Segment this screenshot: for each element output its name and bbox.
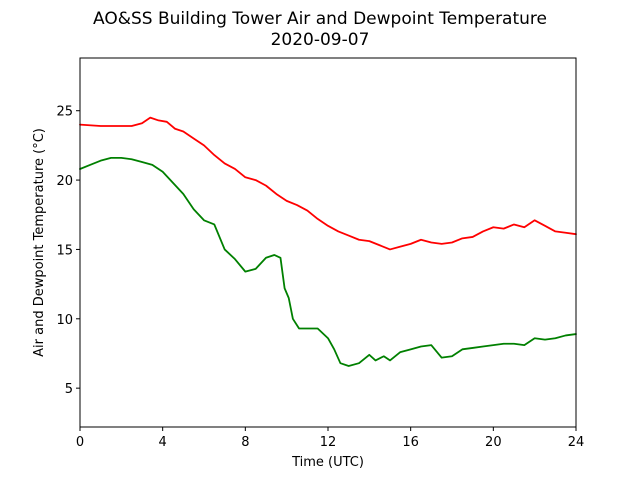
x-tick-label: 0 xyxy=(76,435,84,450)
ticks-layer: 0 4 8 12 16 20 24 5 10 15 20 25 xyxy=(56,105,584,450)
series-line-0 xyxy=(79,116,577,251)
x-tick-label: 12 xyxy=(320,435,337,450)
chart-subtitle: 2020-09-07 xyxy=(271,30,370,50)
y-tick-label: 15 xyxy=(56,243,73,258)
x-tick-label: 16 xyxy=(402,435,419,450)
chart-title: AO&SS Building Tower Air and Dewpoint Te… xyxy=(93,9,547,29)
y-tick-label: 20 xyxy=(56,174,73,189)
x-axis-label: Time (UTC) xyxy=(291,455,364,470)
x-tick-label: 20 xyxy=(485,435,502,450)
y-tick-label: 5 xyxy=(65,382,73,397)
series-line-1 xyxy=(79,156,577,367)
plot-area-frame xyxy=(79,57,577,428)
y-axis-label: Air and Dewpoint Temperature (°C) xyxy=(32,128,47,357)
y-tick-label: 10 xyxy=(56,313,73,328)
x-tick-label: 8 xyxy=(241,435,249,450)
y-tick-label: 25 xyxy=(56,105,73,120)
x-tick-label: 24 xyxy=(568,435,585,450)
series-layer xyxy=(79,116,577,367)
x-tick-label: 4 xyxy=(159,435,167,450)
